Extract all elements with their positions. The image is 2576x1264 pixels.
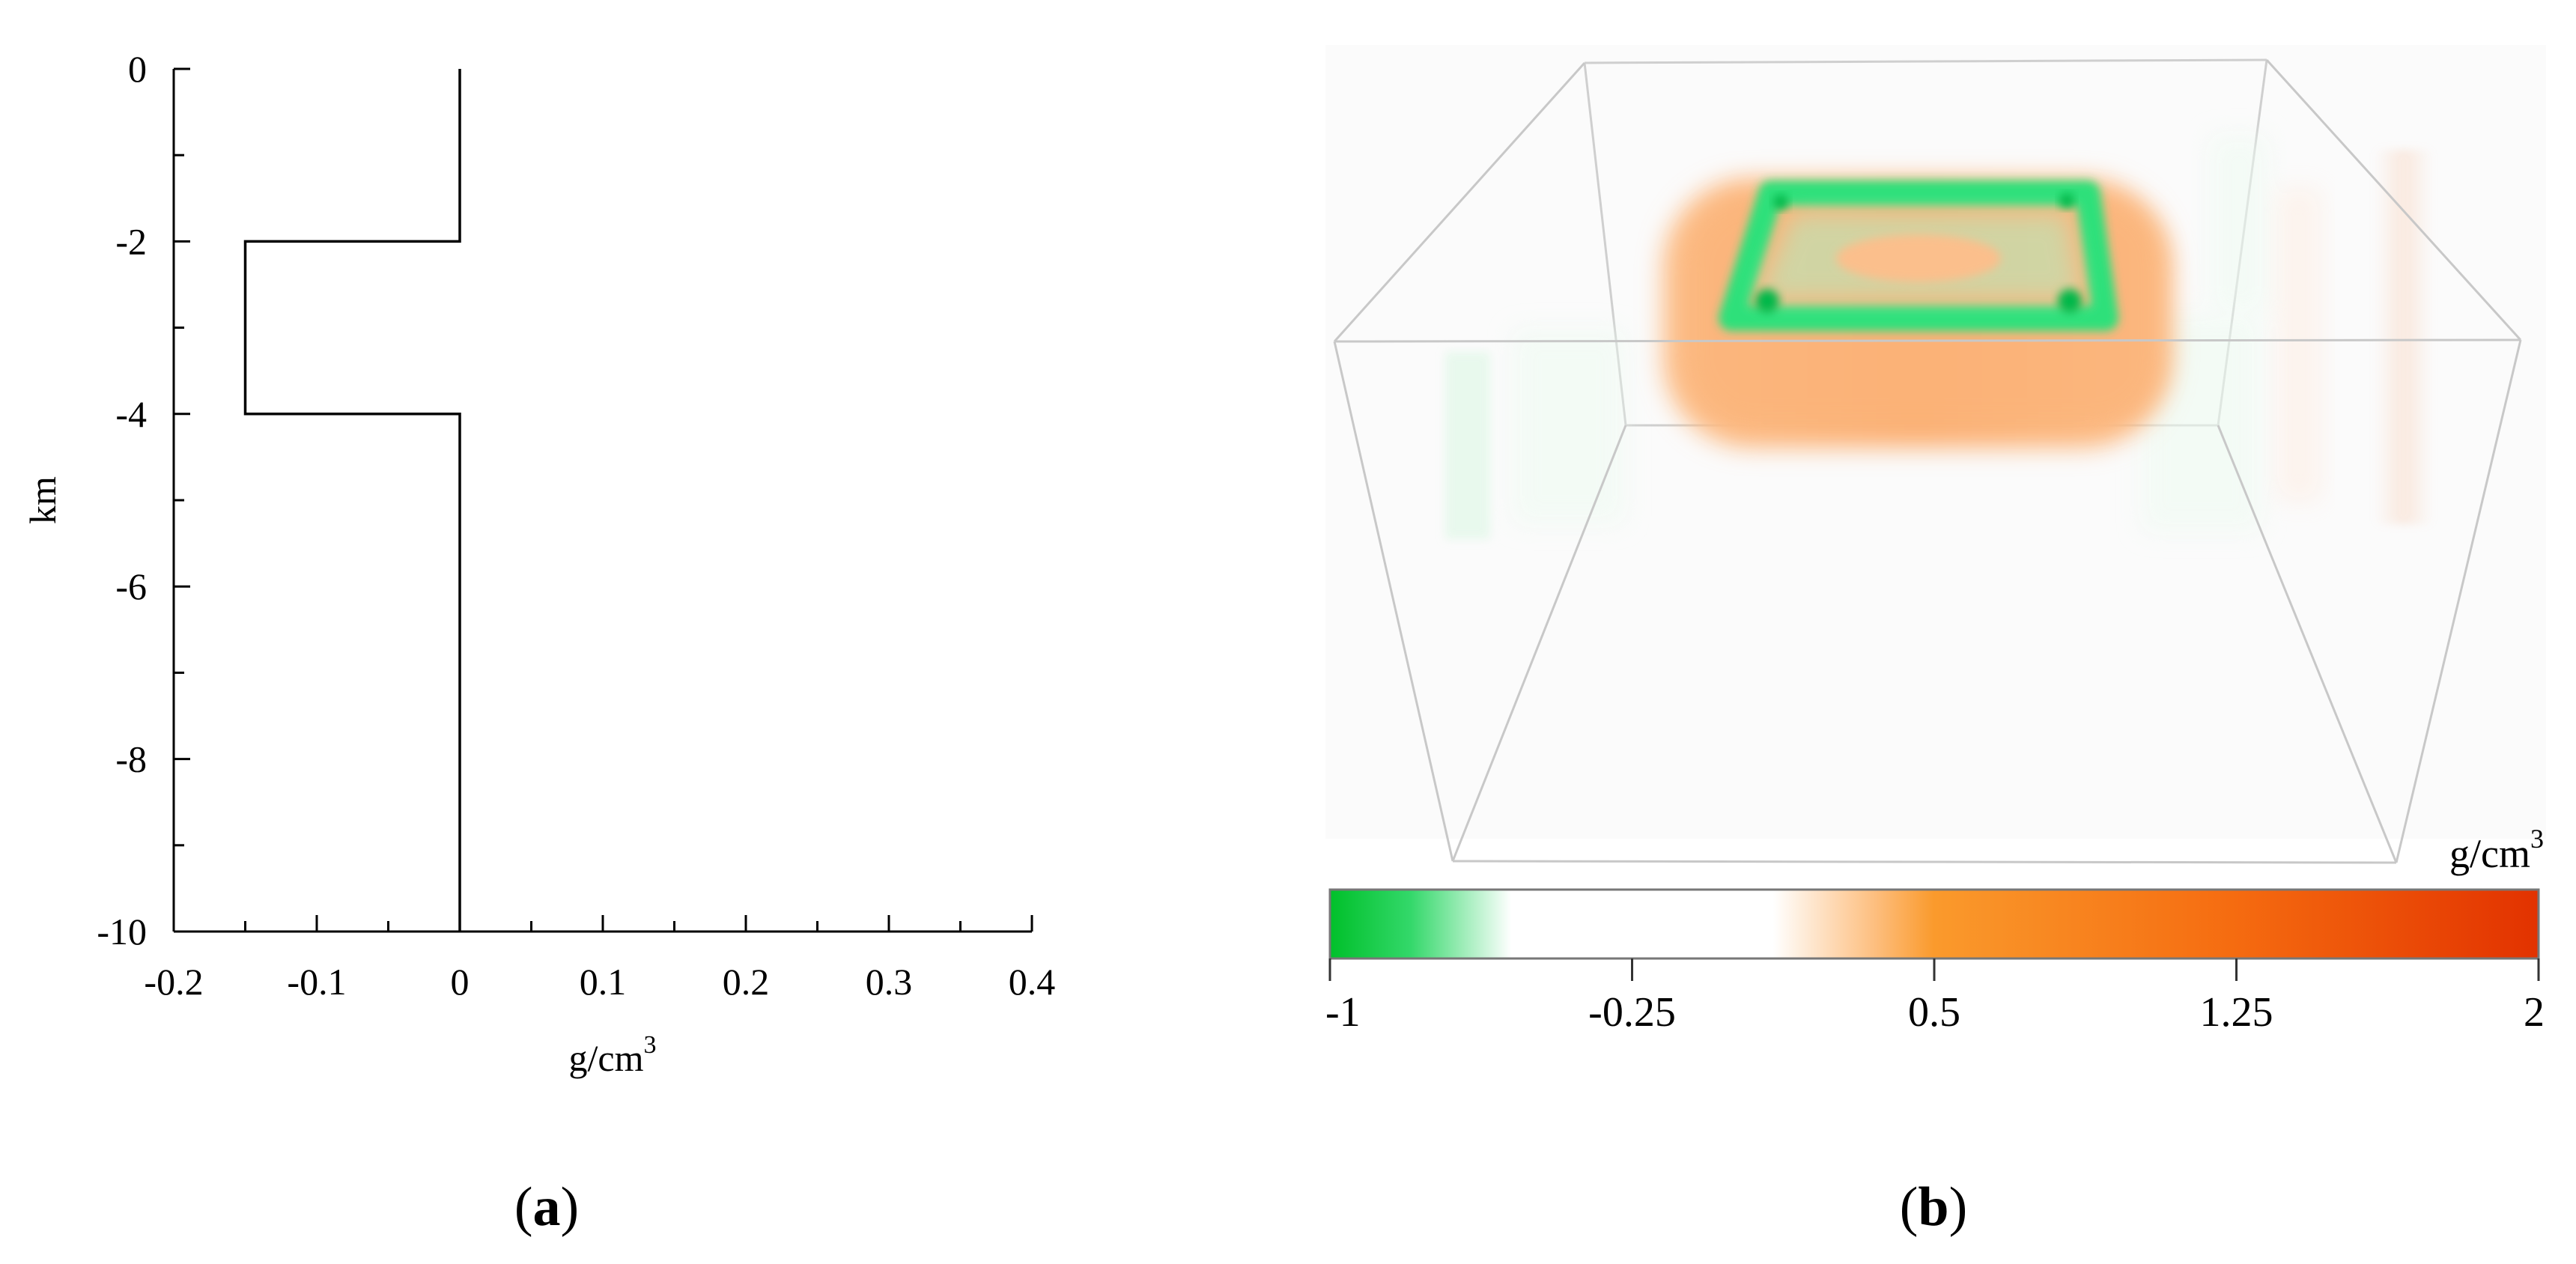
colorbar: -1 -0.25 0.5 1.25 2 g/cm3 [1325, 824, 2545, 1036]
panel-label-a: (a) [514, 1176, 579, 1238]
negative-density-body [1719, 180, 2118, 331]
axes [172, 69, 1032, 933]
x-tick-label: -0.1 [287, 961, 346, 1003]
x-tick-label: 0 [451, 961, 470, 1003]
colorbar-tick-label: 0.5 [1908, 989, 1960, 1036]
x-tick-label: 0.1 [580, 961, 627, 1003]
panel-label-b: (b) [1900, 1176, 1967, 1238]
colorbar-tick-label: -0.25 [1588, 989, 1676, 1036]
y-axis-label: km [22, 476, 64, 524]
density-profile-chart: -0.2 -0.1 0 0.1 0.2 0.3 0.4 0 -2 -4 -6 -8 -10 km g/c… [22, 48, 1055, 1079]
colorbar-gradient [1328, 888, 2540, 960]
bounding-box-front [1333, 58, 2522, 864]
faint-side-anomalies [1445, 135, 2434, 539]
y-tick-label: -4 [115, 393, 147, 435]
x-tick-label: 0.3 [866, 961, 913, 1003]
y-tick-label: -6 [115, 565, 147, 607]
x-tick-label: 0.2 [723, 961, 770, 1003]
density-step-line [243, 69, 461, 932]
colorbar-tick-label: 2 [2524, 989, 2545, 1036]
y-tick-label: -2 [115, 220, 147, 262]
y-tick-label: -10 [97, 911, 147, 952]
x-tick-label: -0.2 [144, 961, 203, 1003]
tick-marks [172, 67, 1033, 933]
colorbar-unit: g/cm3 [2449, 824, 2544, 876]
tick-labels: -0.2 -0.1 0 0.1 0.2 0.3 0.4 0 -2 -4 -6 -8 -10 [97, 48, 1055, 1003]
volume-render-chart: -1 -0.25 0.5 1.25 2 g/cm3 [1325, 45, 2546, 1036]
x-tick-label: 0.4 [1009, 961, 1056, 1003]
colorbar-ticks: -1 -0.25 0.5 1.25 2 [1325, 958, 2545, 1036]
y-tick-label: 0 [128, 48, 147, 90]
x-axis-label: g/cm3 [569, 1031, 657, 1079]
y-tick-label: -8 [115, 738, 147, 780]
colorbar-tick-label: -1 [1325, 989, 1361, 1036]
series [243, 69, 461, 932]
colorbar-tick-label: 1.25 [2200, 989, 2273, 1036]
